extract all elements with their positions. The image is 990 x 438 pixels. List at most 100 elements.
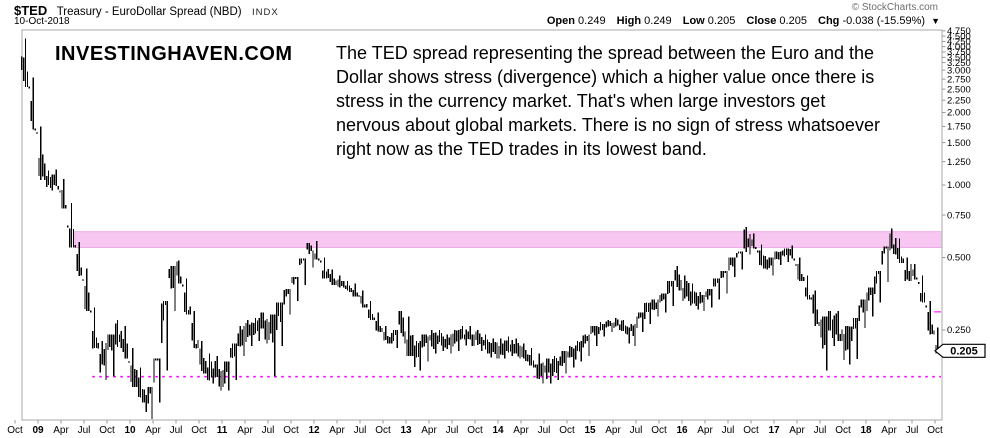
price-bar bbox=[406, 339, 408, 356]
price-bar bbox=[747, 238, 749, 247]
annotation-line: right now as the TED trades in its lowes… bbox=[336, 139, 707, 159]
price-bar bbox=[674, 270, 676, 281]
y-axis-label: 3.250 bbox=[947, 58, 971, 69]
price-bar bbox=[737, 251, 740, 254]
chart-title: $TED Treasury - EuroDollar Spread (NBD) … bbox=[14, 2, 279, 20]
price-bar bbox=[216, 356, 218, 377]
price-bar bbox=[385, 325, 387, 340]
price-bar bbox=[435, 332, 437, 354]
price-bar bbox=[839, 333, 841, 342]
price-bar bbox=[841, 329, 843, 342]
price-bar bbox=[619, 324, 621, 330]
price-bar bbox=[107, 334, 109, 350]
price-bar bbox=[132, 348, 134, 387]
price-bar bbox=[548, 358, 550, 373]
price-bar bbox=[316, 241, 318, 260]
price-bar bbox=[45, 176, 48, 188]
price-bar bbox=[490, 343, 492, 358]
plot-frame bbox=[21, 29, 943, 421]
price-bar bbox=[586, 335, 588, 341]
price-bar bbox=[153, 358, 155, 383]
price-bar bbox=[661, 293, 663, 301]
price-bar bbox=[578, 341, 581, 352]
price-bar bbox=[469, 325, 471, 340]
price-bar bbox=[91, 330, 94, 349]
price-bar bbox=[534, 364, 537, 368]
price-bar bbox=[24, 38, 27, 88]
price-bar bbox=[749, 233, 751, 255]
x-axis-label: 09 bbox=[32, 425, 44, 436]
price-bar bbox=[515, 338, 517, 354]
price-bar bbox=[446, 334, 448, 349]
price-bar bbox=[824, 316, 826, 345]
y-axis-label: 2.250 bbox=[947, 95, 971, 106]
price-bar bbox=[686, 280, 688, 297]
price-bar bbox=[881, 250, 883, 265]
price-bar bbox=[268, 321, 270, 341]
price-bar bbox=[916, 277, 918, 280]
price-bar bbox=[116, 320, 119, 347]
price-bar bbox=[889, 233, 891, 251]
price-bar bbox=[67, 225, 69, 228]
price-bar bbox=[341, 280, 343, 287]
price-bar bbox=[413, 345, 416, 368]
price-bar bbox=[402, 317, 404, 337]
high-label: High bbox=[616, 15, 642, 27]
price-bar bbox=[124, 325, 126, 359]
price-bar bbox=[793, 258, 795, 261]
price-bar bbox=[592, 325, 594, 333]
price-bar bbox=[155, 358, 157, 361]
price-bar bbox=[532, 360, 535, 368]
chg-value: -0.038 (-15.59%) bbox=[842, 15, 926, 27]
price-bar bbox=[103, 348, 105, 366]
price-bar bbox=[655, 302, 657, 310]
price-bar bbox=[220, 371, 222, 391]
price-bar bbox=[237, 333, 239, 347]
y-axis-label: 1.500 bbox=[947, 138, 971, 149]
last-price-callout bbox=[934, 343, 986, 358]
price-bar bbox=[454, 330, 456, 344]
x-axis-label: Apr bbox=[789, 425, 805, 436]
price-bar bbox=[300, 258, 303, 264]
price-bar bbox=[80, 267, 82, 276]
price-bar bbox=[822, 316, 824, 349]
x-axis-label: Apr bbox=[53, 425, 69, 436]
price-bar bbox=[843, 333, 845, 360]
price-bar bbox=[557, 361, 560, 380]
price-bar bbox=[302, 258, 305, 261]
price-bar bbox=[513, 344, 515, 354]
price-bar bbox=[105, 343, 107, 380]
price-bar bbox=[640, 312, 642, 318]
price-bar bbox=[804, 287, 807, 297]
y-axis-label: 0.500 bbox=[947, 253, 971, 264]
price-bar bbox=[231, 343, 234, 358]
price-bar bbox=[735, 253, 738, 258]
chg-label: Chg bbox=[818, 15, 840, 27]
price-bar bbox=[30, 101, 32, 122]
price-bar bbox=[61, 190, 63, 209]
price-bar bbox=[668, 280, 671, 293]
price-bar bbox=[636, 316, 638, 329]
price-bar bbox=[724, 270, 726, 273]
price-bar bbox=[571, 347, 573, 358]
price-bar bbox=[344, 285, 347, 289]
price-bar bbox=[783, 248, 786, 257]
price-bar bbox=[210, 361, 213, 378]
down-arrow-icon: ▼ bbox=[931, 16, 940, 26]
y-axis-label: 4.500 bbox=[947, 31, 971, 42]
price-bar bbox=[189, 306, 192, 315]
price-bar bbox=[327, 269, 330, 279]
price-bar bbox=[59, 190, 61, 193]
price-bar bbox=[283, 290, 285, 305]
price-bar bbox=[801, 273, 803, 281]
x-axis-label: Oct bbox=[651, 425, 667, 436]
x-axis-label: Jul bbox=[78, 425, 91, 436]
price-bar bbox=[546, 358, 548, 379]
price-bar bbox=[139, 367, 142, 398]
price-bar bbox=[473, 334, 475, 346]
price-bar bbox=[716, 278, 719, 284]
price-bar bbox=[929, 301, 931, 335]
price-bar bbox=[699, 291, 701, 304]
price-bar bbox=[896, 247, 899, 260]
price-bar bbox=[423, 334, 425, 347]
